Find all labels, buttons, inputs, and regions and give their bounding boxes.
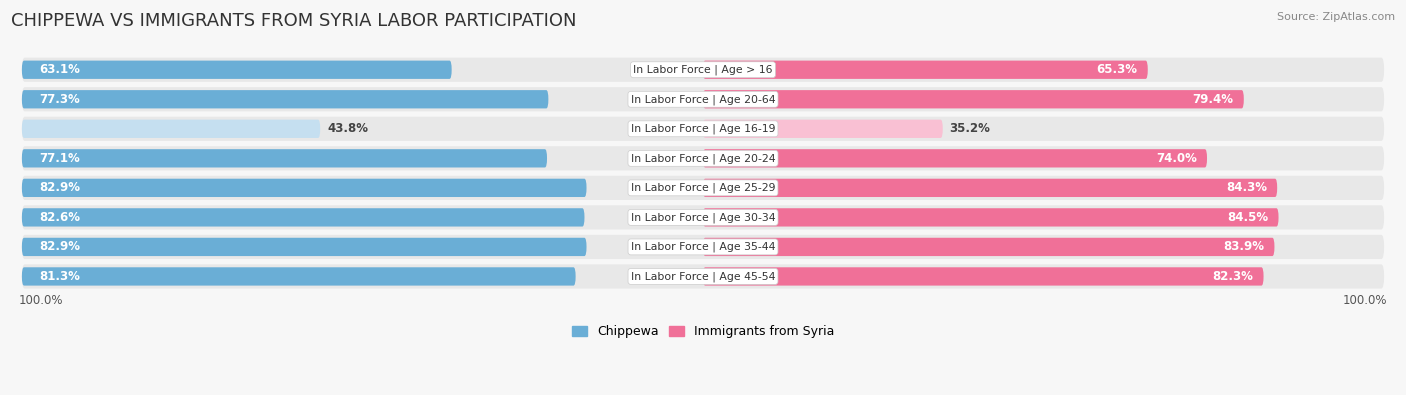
Text: 79.4%: 79.4%: [1192, 93, 1233, 106]
Text: In Labor Force | Age 20-24: In Labor Force | Age 20-24: [631, 153, 775, 164]
FancyBboxPatch shape: [703, 60, 1147, 79]
Text: 100.0%: 100.0%: [18, 294, 63, 307]
Text: 74.0%: 74.0%: [1156, 152, 1197, 165]
FancyBboxPatch shape: [22, 117, 1384, 141]
FancyBboxPatch shape: [22, 176, 1384, 200]
Text: In Labor Force | Age 30-34: In Labor Force | Age 30-34: [631, 212, 775, 223]
Text: 84.3%: 84.3%: [1226, 181, 1267, 194]
FancyBboxPatch shape: [22, 205, 1384, 229]
FancyBboxPatch shape: [22, 267, 575, 286]
Text: 63.1%: 63.1%: [39, 63, 80, 76]
Legend: Chippewa, Immigrants from Syria: Chippewa, Immigrants from Syria: [567, 320, 839, 343]
FancyBboxPatch shape: [22, 208, 585, 227]
Text: 83.9%: 83.9%: [1223, 241, 1264, 254]
Text: 82.9%: 82.9%: [39, 241, 80, 254]
Text: In Labor Force | Age 35-44: In Labor Force | Age 35-44: [631, 242, 775, 252]
Text: 82.9%: 82.9%: [39, 181, 80, 194]
Text: 82.3%: 82.3%: [1212, 270, 1253, 283]
Text: In Labor Force | Age 25-29: In Labor Force | Age 25-29: [631, 182, 775, 193]
FancyBboxPatch shape: [703, 149, 1206, 167]
FancyBboxPatch shape: [703, 120, 943, 138]
FancyBboxPatch shape: [22, 238, 586, 256]
FancyBboxPatch shape: [703, 90, 1244, 108]
Text: CHIPPEWA VS IMMIGRANTS FROM SYRIA LABOR PARTICIPATION: CHIPPEWA VS IMMIGRANTS FROM SYRIA LABOR …: [11, 12, 576, 30]
Text: In Labor Force | Age 45-54: In Labor Force | Age 45-54: [631, 271, 775, 282]
FancyBboxPatch shape: [22, 264, 1384, 289]
FancyBboxPatch shape: [22, 87, 1384, 111]
Text: 77.1%: 77.1%: [39, 152, 80, 165]
FancyBboxPatch shape: [703, 179, 1277, 197]
Text: In Labor Force | Age > 16: In Labor Force | Age > 16: [633, 64, 773, 75]
Text: 77.3%: 77.3%: [39, 93, 80, 106]
FancyBboxPatch shape: [703, 267, 1264, 286]
FancyBboxPatch shape: [22, 58, 1384, 82]
Text: 81.3%: 81.3%: [39, 270, 80, 283]
FancyBboxPatch shape: [703, 238, 1274, 256]
Text: 65.3%: 65.3%: [1097, 63, 1137, 76]
Text: In Labor Force | Age 16-19: In Labor Force | Age 16-19: [631, 124, 775, 134]
FancyBboxPatch shape: [22, 179, 586, 197]
FancyBboxPatch shape: [22, 149, 547, 167]
FancyBboxPatch shape: [22, 235, 1384, 259]
Text: Source: ZipAtlas.com: Source: ZipAtlas.com: [1277, 12, 1395, 22]
Text: 82.6%: 82.6%: [39, 211, 80, 224]
FancyBboxPatch shape: [22, 60, 451, 79]
FancyBboxPatch shape: [703, 208, 1278, 227]
Text: 35.2%: 35.2%: [949, 122, 990, 135]
Text: 84.5%: 84.5%: [1227, 211, 1268, 224]
FancyBboxPatch shape: [22, 90, 548, 108]
FancyBboxPatch shape: [22, 146, 1384, 170]
Text: 100.0%: 100.0%: [1343, 294, 1388, 307]
Text: In Labor Force | Age 20-64: In Labor Force | Age 20-64: [631, 94, 775, 105]
Text: 43.8%: 43.8%: [328, 122, 368, 135]
FancyBboxPatch shape: [22, 120, 321, 138]
